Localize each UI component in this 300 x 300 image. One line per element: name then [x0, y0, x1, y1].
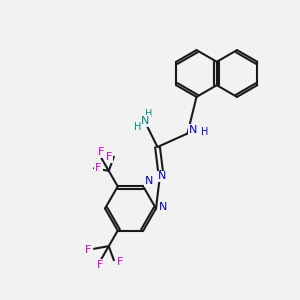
Text: N: N — [158, 171, 166, 182]
Text: H: H — [134, 122, 142, 132]
Text: N: N — [141, 116, 150, 126]
Text: F: F — [97, 260, 103, 270]
Text: F: F — [106, 152, 112, 162]
Text: H: H — [201, 127, 208, 137]
Text: F: F — [95, 163, 102, 173]
Text: F: F — [85, 245, 91, 255]
Text: N: N — [189, 125, 197, 135]
Text: H: H — [146, 109, 153, 119]
Text: N: N — [158, 202, 167, 212]
Text: N: N — [145, 176, 153, 186]
Text: F: F — [117, 257, 123, 267]
Text: F: F — [98, 147, 104, 158]
